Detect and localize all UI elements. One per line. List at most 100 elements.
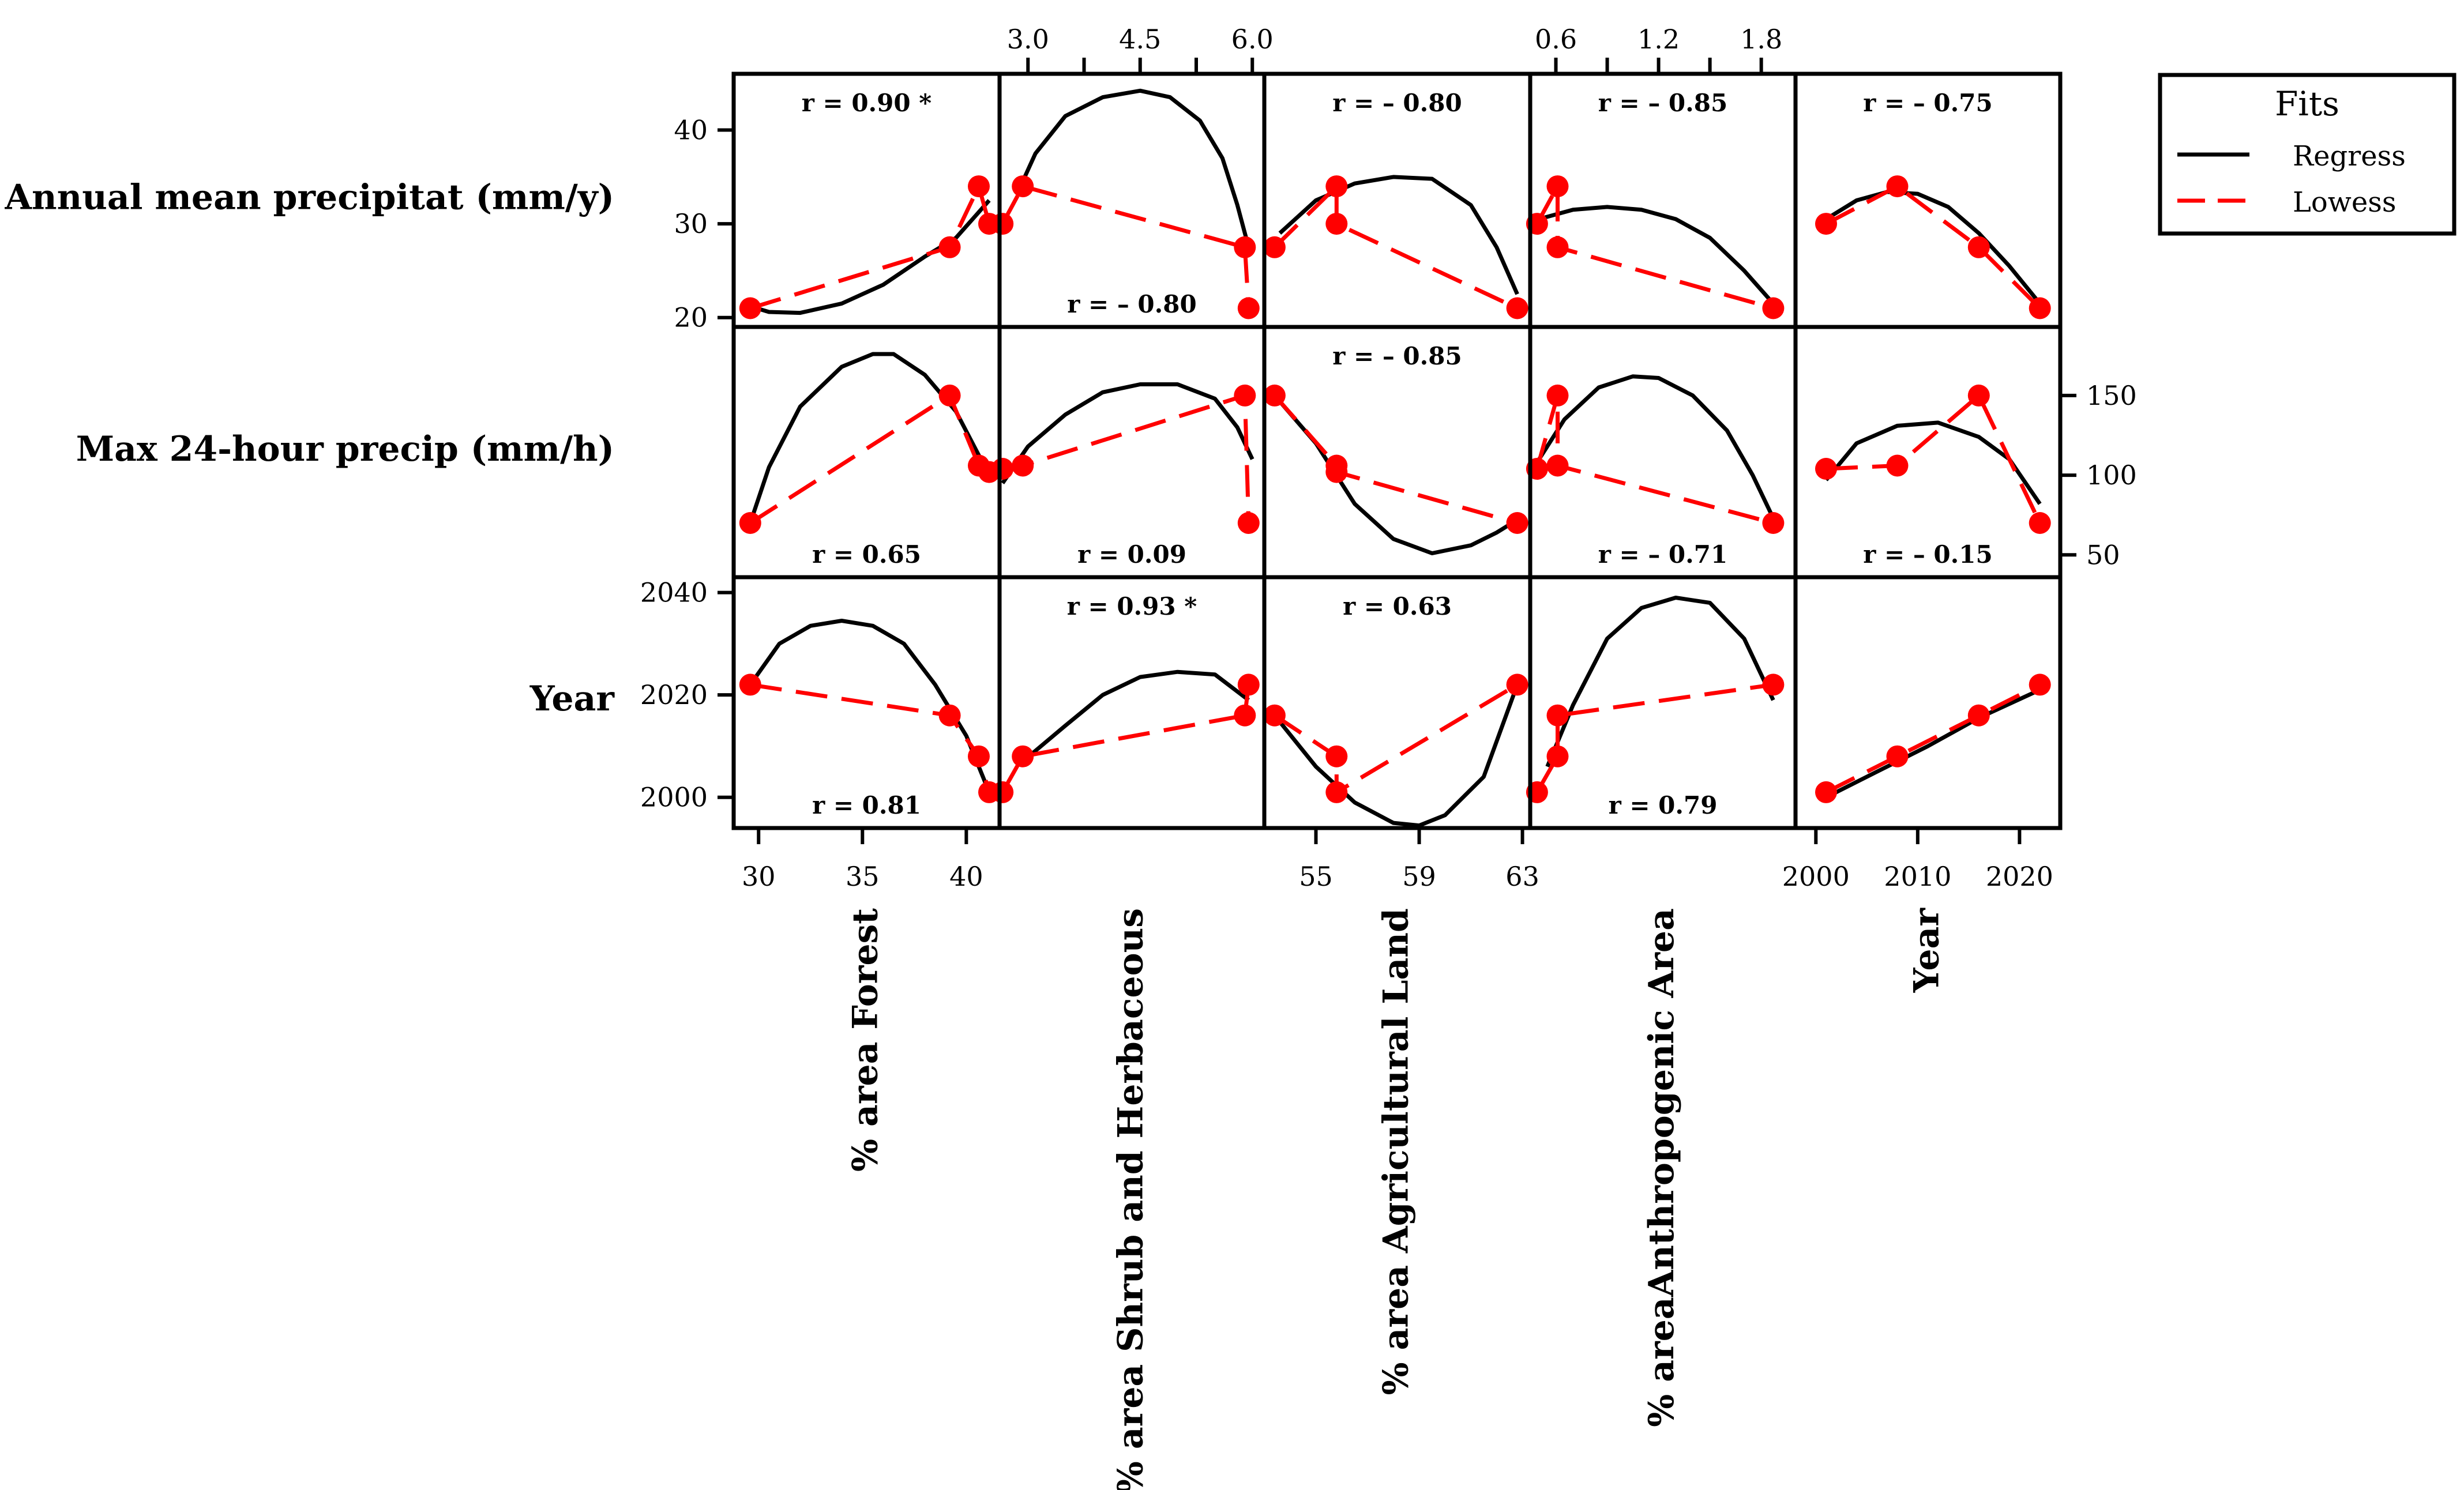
x-tick-label: 59	[1402, 861, 1436, 892]
r-label-r2-c2: r = 0.63	[1343, 592, 1452, 620]
legend-title: Fits	[2275, 84, 2339, 123]
r-label-r1-c0: r = 0.65	[812, 540, 921, 569]
data-point-r1-c1-1	[1012, 454, 1034, 477]
r-label-r1-c3: r = – 0.71	[1598, 540, 1727, 569]
column-label-forest: % area Forest	[846, 908, 886, 1172]
data-point-r2-c2-1	[1325, 745, 1348, 767]
regress-line-r0-c4	[1825, 190, 2042, 305]
data-point-r1-c3-2	[1546, 454, 1569, 477]
r-label-r2-c3: r = 0.79	[1609, 791, 1718, 819]
data-point-r0-c3-2	[1546, 236, 1569, 258]
data-point-r1-c3-1	[1546, 384, 1569, 407]
data-point-r2-c2-3	[1506, 673, 1528, 696]
data-point-r1-c4-0	[1815, 458, 1837, 480]
data-point-r2-c3-1	[1546, 745, 1569, 767]
lowess-line-r2-c0	[750, 682, 991, 793]
x-tick-label: 2020	[1986, 861, 2053, 892]
data-point-r0-c4-3	[2029, 297, 2051, 319]
r-label-r1-c2: r = – 0.85	[1332, 342, 1462, 370]
data-point-r2-c1-1	[1012, 745, 1034, 767]
y-tick-label: 2040	[640, 577, 708, 608]
y-tick-label: 2000	[640, 782, 708, 813]
data-point-r2-c2-2	[1325, 781, 1348, 803]
r-label-r0-c0: r = 0.90 *	[802, 89, 931, 117]
r-label-r0-c1: r = – 0.80	[1067, 290, 1196, 318]
curves-layer	[739, 88, 2051, 828]
row-label-yearrow: Year	[529, 679, 615, 719]
row-label-precip: Annual mean precipitat (mm/y)	[4, 178, 614, 218]
data-point-r1-c0-1	[938, 384, 961, 407]
data-point-r1-c4-3	[2029, 512, 2051, 534]
data-point-r0-c4-1	[1886, 175, 1909, 198]
regress-line-r0-c0	[749, 199, 991, 315]
data-point-r0-c3-3	[1762, 297, 1785, 319]
r-label-r2-c1: r = 0.93 *	[1067, 592, 1197, 620]
regress-line-r1-c2	[1273, 394, 1519, 555]
data-point-r0-c4-2	[1967, 236, 1990, 258]
data-point-r0-c1-0	[991, 213, 1014, 235]
data-point-r0-c2-3	[1506, 297, 1528, 319]
lowess-line-r0-c4	[1825, 183, 2042, 310]
r-label-r0-c4: r = – 0.75	[1863, 89, 1992, 117]
x-tick-label: 63	[1505, 861, 1539, 892]
y-tick-label: 20	[674, 302, 708, 333]
column-label-year: Year	[1907, 908, 1947, 994]
lowess-line-r2-c4	[1825, 683, 2041, 795]
r-label-r2-c0: r = 0.81	[812, 791, 921, 819]
x-tick-label: 0.6	[1535, 24, 1577, 55]
x-tick-label: 3.0	[1007, 24, 1049, 55]
lowess-line-r0-c1	[1001, 183, 1251, 308]
regress-line-r2-c2	[1273, 684, 1519, 828]
data-point-r0-c1-1	[1012, 175, 1034, 198]
data-point-r0-c0-0	[739, 297, 761, 319]
data-point-r2-c4-0	[1815, 781, 1837, 803]
x-tick-label: 1.8	[1740, 24, 1782, 55]
y-tick-label: 150	[2086, 380, 2137, 411]
frames-layer	[718, 58, 2076, 844]
legend: Fits Regress Lowess	[2158, 73, 2457, 236]
lowess-line-r2-c2	[1273, 683, 1519, 796]
data-point-r2-c3-2	[1546, 704, 1569, 727]
regress-line-r2-c4	[1825, 688, 2041, 799]
r-label-r0-c2: r = – 0.80	[1332, 89, 1462, 117]
lowess-line-r0-c0	[749, 180, 991, 310]
column-label-shrub: % area Shrub and Herbaceous	[1111, 908, 1151, 1490]
regress-line-r0-c1	[1019, 88, 1251, 248]
data-point-r1-c1-2	[1234, 384, 1256, 407]
data-point-r2-c0-2	[968, 745, 990, 767]
data-point-r2-c1-2	[1234, 704, 1256, 727]
data-point-r1-c4-1	[1886, 454, 1909, 477]
y-tick-label: 40	[674, 115, 708, 146]
regress-line-r0-c3	[1538, 205, 1775, 305]
x-tick-label: 4.5	[1119, 24, 1161, 55]
regress-line-r1-c3	[1535, 374, 1775, 520]
data-point-r2-c2-0	[1263, 704, 1286, 727]
data-point-r1-c1-3	[1237, 512, 1260, 534]
data-point-r1-c2-3	[1506, 512, 1528, 534]
data-point-r0-c4-0	[1815, 213, 1837, 235]
regress-line-r1-c0	[748, 352, 991, 524]
x-tick-label: 6.0	[1231, 24, 1274, 55]
regress-line-r2-c3	[1545, 596, 1775, 767]
legend-lowess-label: Lowess	[2293, 186, 2397, 219]
lowess-line-r0-c3	[1535, 185, 1774, 310]
x-tick-label: 40	[949, 861, 983, 892]
x-tick-label: 55	[1299, 861, 1333, 892]
lowess-line-r2-c3	[1535, 682, 1774, 793]
lowess-line-r1-c1	[1002, 393, 1251, 524]
data-point-r0-c2-1	[1325, 175, 1348, 198]
regress-line-r0-c2	[1278, 175, 1519, 295]
row-label-max24: Max 24-hour precip (mm/h)	[76, 429, 614, 469]
data-point-r2-c3-3	[1762, 673, 1785, 696]
x-tick-label: 2010	[1884, 861, 1951, 892]
r-label-r1-c1: r = 0.09	[1077, 540, 1186, 569]
data-point-r2-c1-0	[991, 781, 1014, 803]
data-point-r0-c0-1	[938, 236, 961, 258]
x-tick-label: 30	[742, 861, 776, 892]
data-point-r2-c4-1	[1886, 745, 1909, 767]
column-label-agri: % area Agricultural Land	[1376, 908, 1417, 1395]
data-point-r1-c3-3	[1762, 512, 1785, 534]
data-point-r2-c0-0	[739, 673, 761, 696]
labels-layer: r = 0.90 * r = – 0.80 r = – 0.80 r = – 0.85…	[4, 24, 2136, 1490]
